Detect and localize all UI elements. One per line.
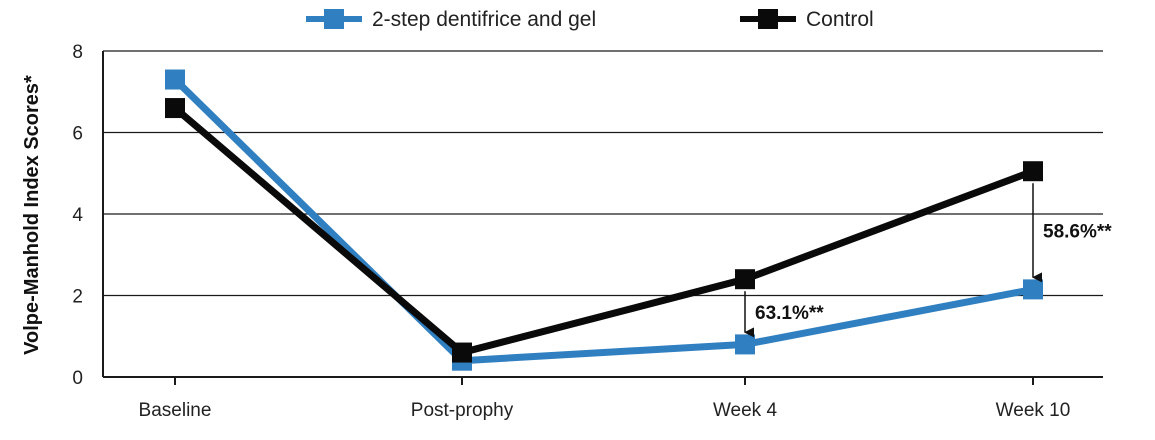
data-point (1023, 279, 1043, 300)
legend-item-series-2: Control (740, 8, 874, 31)
series (165, 69, 1043, 371)
legend-label-series-1: 2-step dentifrice and gel (372, 8, 596, 31)
legend-marker-series-2 (758, 9, 778, 29)
series-line (172, 77, 1034, 365)
legend: 2-step dentifrice and gel Control (306, 8, 874, 31)
x-tick-label: Post-prophy (411, 400, 514, 421)
x-tick-label: Baseline (139, 400, 212, 421)
gridlines (103, 50, 1103, 297)
annotations: 63.1%** 58.6%** (744, 183, 1112, 338)
y-tick-label: 2 (72, 287, 83, 308)
y-tick-label: 6 (72, 124, 83, 145)
data-point (452, 342, 472, 363)
series-line (172, 105, 1035, 357)
series-2 (165, 98, 1043, 363)
legend-label-series-2: Control (806, 8, 874, 31)
y-tick-label: 4 (72, 205, 83, 226)
y-tick-label: 8 (72, 42, 83, 63)
annotation-label: 58.6%** (1043, 221, 1112, 242)
annotation-label: 63.1%** (755, 303, 824, 324)
x-tick-label: Week 4 (713, 400, 778, 421)
data-point (735, 269, 755, 290)
data-point (735, 334, 755, 355)
y-axis-label: Volpe-Manhold Index Scores* (21, 75, 43, 355)
data-point (165, 98, 185, 119)
series-1 (165, 69, 1043, 371)
x-tick-label: Week 10 (996, 400, 1071, 421)
y-tick-label: 0 (72, 368, 83, 389)
data-point (165, 69, 185, 90)
legend-marker-series-1 (324, 9, 344, 29)
legend-item-series-1: 2-step dentifrice and gel (306, 8, 596, 31)
data-point (1023, 161, 1043, 182)
y-axis-ticks: 0 2 4 6 8 (72, 42, 83, 389)
x-axis-ticks: Baseline Post-prophy Week 4 Week 10 (139, 377, 1071, 421)
